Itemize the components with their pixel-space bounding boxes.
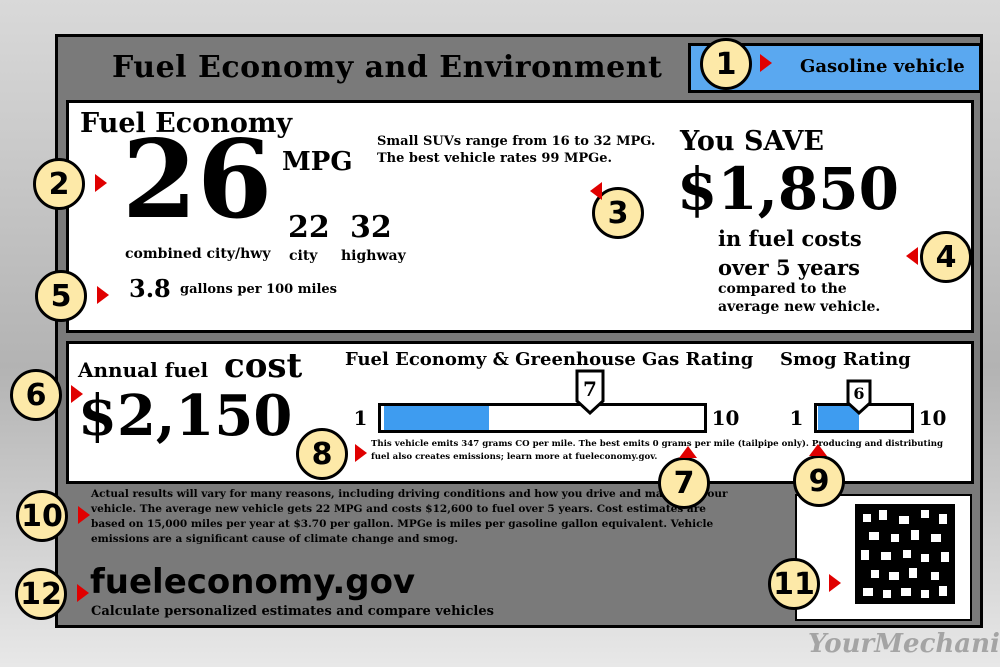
callout-10-arrow [78, 506, 90, 524]
ghg-rating-fill [384, 406, 489, 430]
disclaimer-line-3: based on 15,000 miles per year at $3.70 … [91, 518, 714, 530]
qr-code-icon[interactable] [855, 504, 955, 604]
callout-7-arrow [679, 446, 697, 458]
annual-cost-amount: $2,150 [78, 383, 293, 449]
disclaimer-line-1: Actual results will vary for many reason… [91, 488, 728, 500]
ghg-rating-min: 1 [343, 403, 381, 433]
watermark-logo: YourMechanic [808, 629, 1000, 659]
disclaimer-line-2: vehicle. The average new vehicle gets 22… [91, 503, 706, 515]
savings-amount: $1,850 [677, 155, 899, 223]
callout-6: 6 [10, 369, 62, 421]
smog-rating-pointer: 6 [846, 379, 872, 415]
city-mpg: 22 [288, 210, 330, 245]
callout-5: 5 [35, 270, 87, 322]
callout-3-arrow [590, 182, 602, 200]
callout-11-arrow [829, 574, 841, 592]
annual-cost-label: cost [224, 346, 303, 386]
callout-9: 9 [793, 455, 845, 507]
callout-1: 1 [700, 38, 752, 90]
city-label: city [289, 248, 318, 264]
callout-12: 12 [15, 568, 67, 620]
smog-rating-min: 1 [779, 403, 817, 433]
smog-rating-max: 10 [911, 403, 951, 433]
callout-4-arrow [906, 247, 918, 265]
smog-rating-fill [818, 406, 859, 430]
callout-6-arrow [71, 385, 83, 403]
callout-2: 2 [33, 158, 85, 210]
smog-rating-heading: Smog Rating [780, 349, 911, 370]
savings-heading: You SAVE [680, 126, 824, 157]
gallons-value: 3.8 [129, 274, 171, 303]
disclaimer-line-4: emissions are a significant cause of cli… [91, 533, 459, 545]
ghg-rating-bar: 1 10 [343, 403, 744, 433]
vehicle-type-text: Gasoline vehicle [800, 56, 965, 77]
fuel-economy-heading: Fuel Economy [80, 108, 293, 139]
savings-line-1: in fuel costs [718, 226, 862, 251]
range-line-1: Small SUVs range from 16 to 32 MPG. [377, 134, 656, 149]
combined-mpg: 26 [122, 117, 273, 243]
mpg-unit: MPG [282, 147, 353, 177]
fuel-economy-panel [66, 100, 974, 333]
savings-line-2: over 5 years [718, 255, 860, 280]
qr-code-box [795, 494, 972, 621]
fueleconomy-site-link[interactable]: fueleconomy.gov [90, 562, 416, 602]
ghg-rating-pointer: 7 [575, 369, 605, 415]
ghg-rating-max: 10 [704, 403, 744, 433]
ghg-rating-value: 7 [583, 377, 597, 401]
callout-10: 10 [16, 490, 68, 542]
smog-rating-value: 6 [853, 384, 864, 403]
label-title: Fuel Economy and Environment [112, 50, 663, 85]
annual-fuel-label: Annual fuel [78, 358, 209, 382]
highway-mpg: 32 [350, 210, 392, 245]
range-line-2: The best vehicle rates 99 MPGe. [377, 151, 613, 166]
callout-12-arrow [77, 584, 89, 602]
callout-7: 7 [658, 457, 710, 509]
highway-label: highway [341, 248, 406, 264]
callout-11: 11 [768, 558, 820, 610]
callout-9-arrow [809, 444, 827, 456]
callout-8: 8 [296, 428, 348, 480]
callout-8-arrow [355, 444, 367, 462]
callout-1-arrow [760, 54, 772, 72]
footer-tagline: Calculate personalized estimates and com… [91, 604, 494, 619]
gallons-label: gallons per 100 miles [180, 282, 337, 297]
emissions-note-line-1: This vehicle emits 347 grams CO per mile… [371, 439, 944, 449]
combined-label: combined city/hwy [125, 246, 271, 262]
emissions-note-line-2: fuel also creates emissions; learn more … [371, 452, 658, 462]
callout-4: 4 [920, 231, 972, 283]
callout-2-arrow [95, 174, 107, 192]
savings-line-4: average new vehicle. [718, 299, 881, 315]
ghg-rating-heading: Fuel Economy & Greenhouse Gas Rating [345, 349, 754, 370]
callout-5-arrow [97, 286, 109, 304]
savings-line-3: compared to the [718, 281, 847, 297]
